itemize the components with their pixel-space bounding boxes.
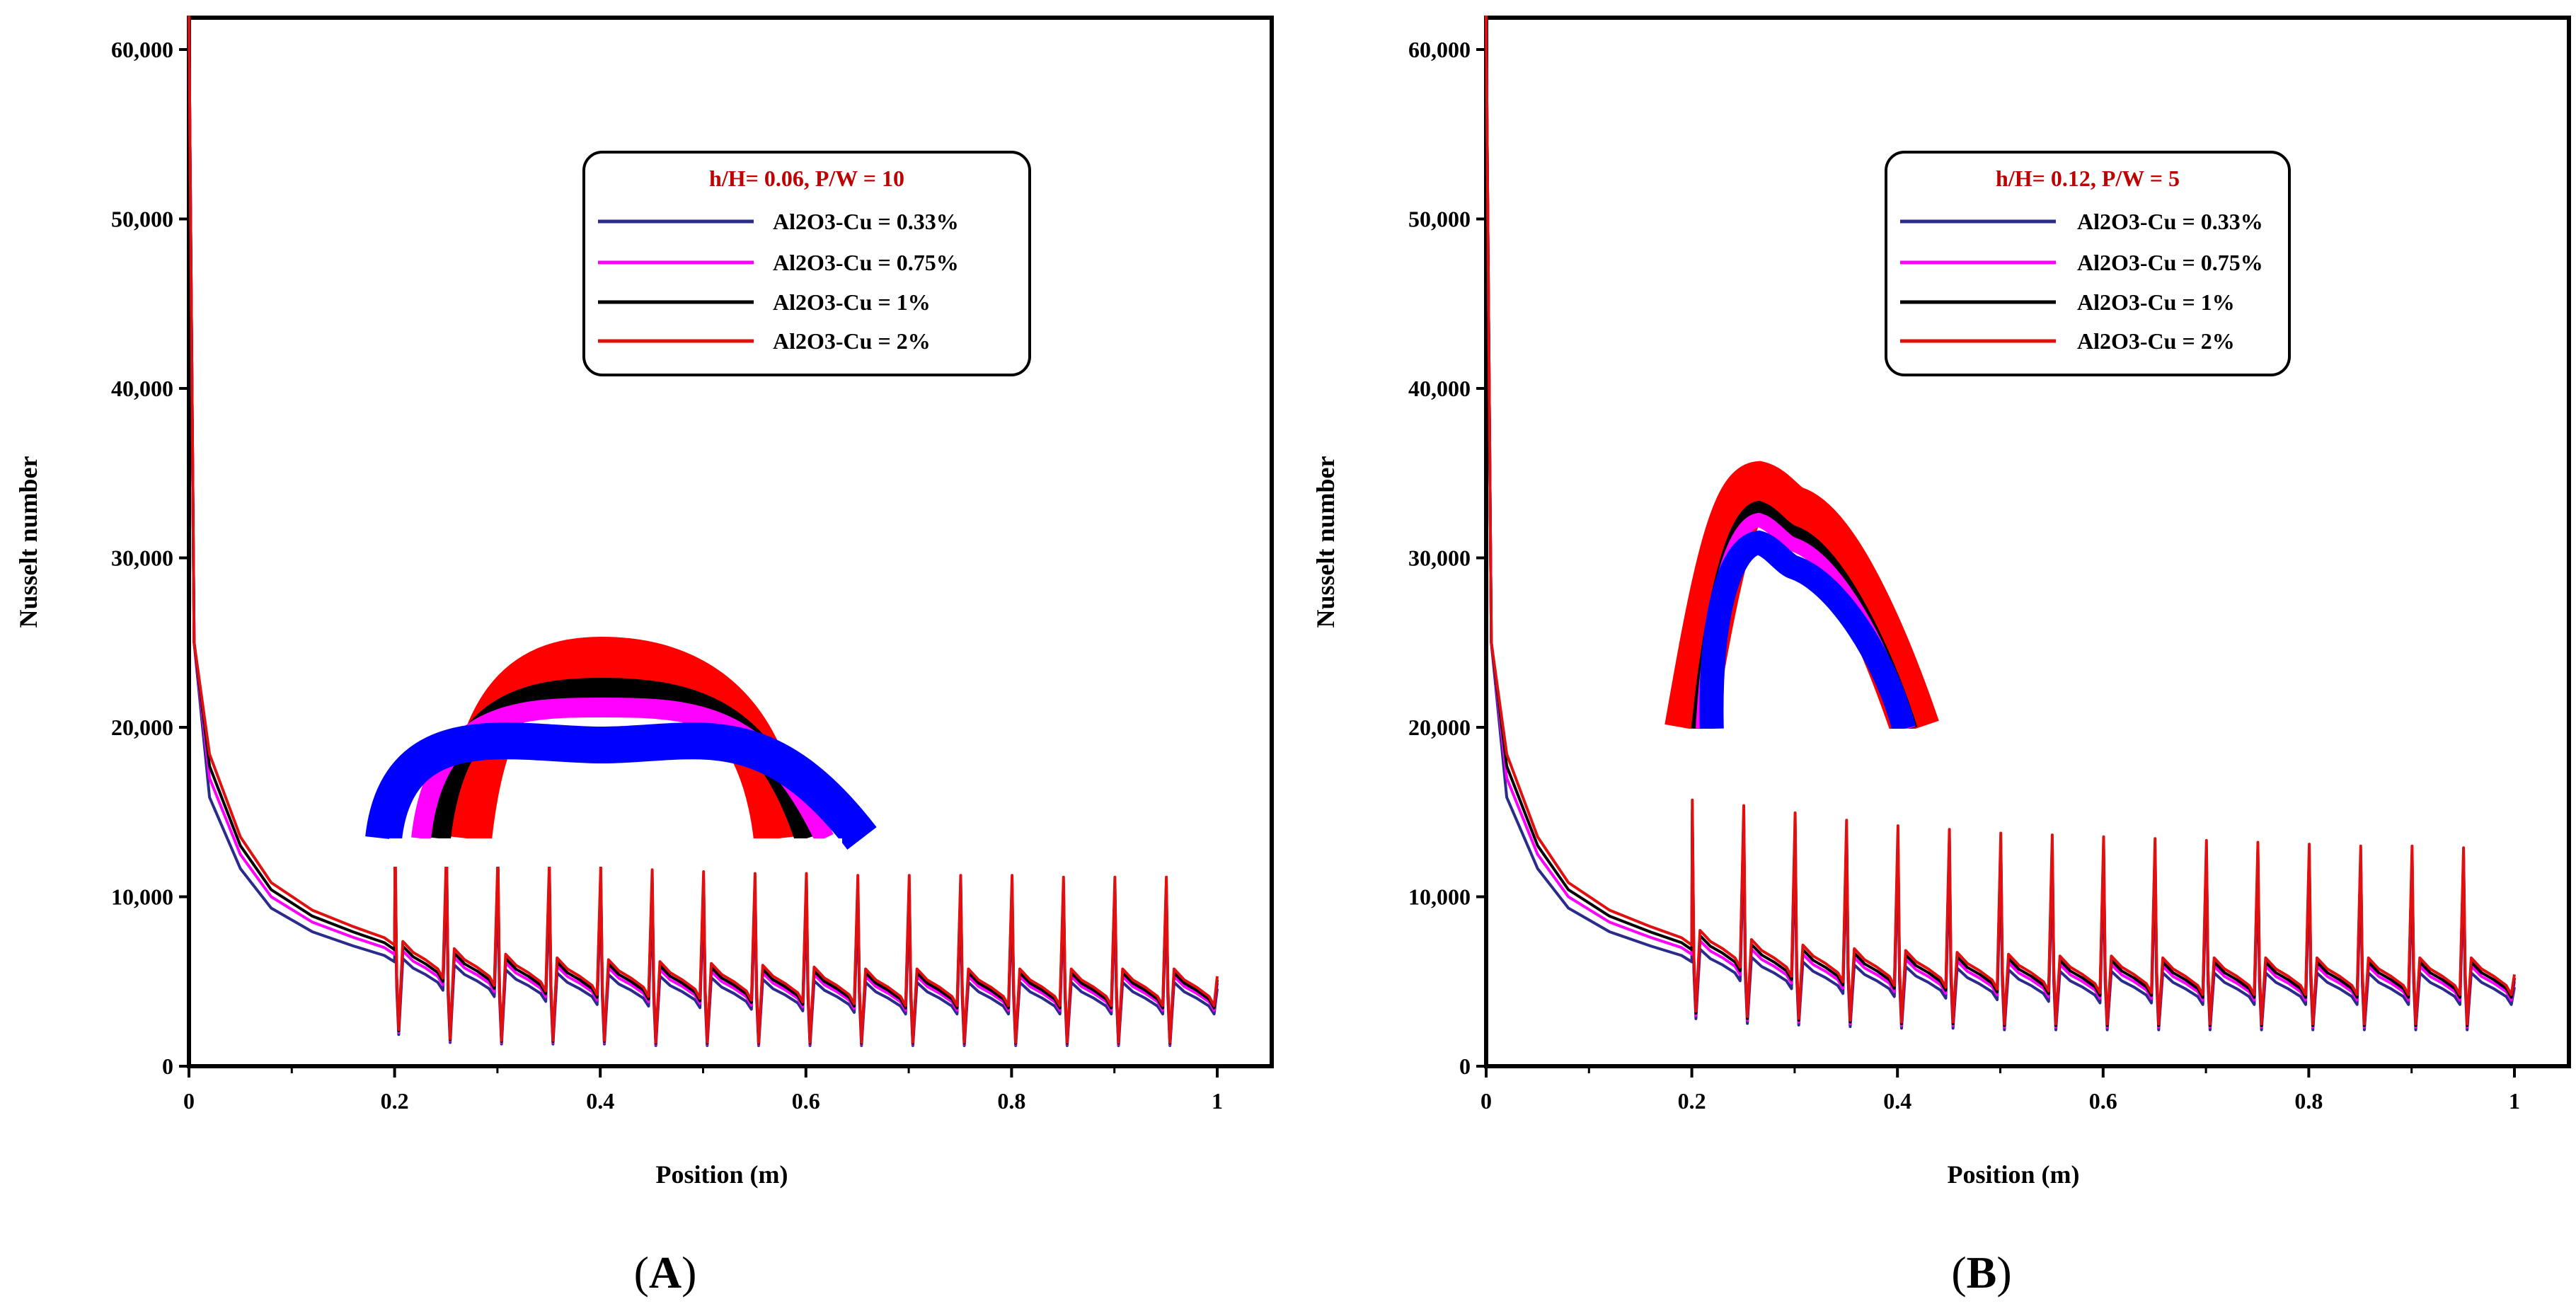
chart-panel-a: 0 0.2 0.4 0.6 0.8 1 0 10,000 20,000 30,000 40,000… [14, 16, 1274, 1298]
panel-label-b: (B) [1951, 1247, 2011, 1298]
legend-entry-3: Al2O3-Cu = 2% [773, 328, 931, 354]
x-axis: 0 0.2 0.4 0.6 0.8 1 [183, 1066, 1223, 1114]
x-tick-label: 0.4 [586, 1088, 614, 1114]
chart-panel-b: 0 0.2 0.4 0.6 0.8 1 0 10,000 20,000 30,000 40,000… [1311, 16, 2571, 1298]
y-tick-label: 40,000 [1408, 376, 1471, 401]
y-tick-label: 10,000 [1408, 884, 1471, 910]
series-lines [1485, 16, 2516, 1032]
y-tick-label: 10,000 [111, 884, 173, 910]
x-tick-label: 0.6 [792, 1088, 820, 1114]
x-tick-label: 1 [2509, 1088, 2520, 1114]
legend-box [1885, 151, 2291, 376]
legend-entry-1: Al2O3-Cu = 0.75% [2077, 250, 2263, 275]
y-tick-label: 30,000 [1408, 545, 1471, 571]
y-tick-label: 0 [1459, 1053, 1471, 1079]
x-tick-label: 1 [1212, 1088, 1223, 1114]
series-line-3 [1485, 16, 2516, 1026]
legend-entry-3: Al2O3-Cu = 2% [2077, 328, 2235, 354]
panel-label-a: (A) [634, 1247, 697, 1298]
y-tick-label: 50,000 [1408, 207, 1471, 232]
y-tick-label: 20,000 [1408, 715, 1471, 740]
x-tick-label: 0.2 [1678, 1088, 1706, 1114]
x-tick-label: 0 [1480, 1088, 1492, 1114]
inset-band-033pct [365, 722, 877, 850]
x-axis-label: Position (m) [656, 1160, 788, 1189]
y-axis-label: Nusselt number [1311, 456, 1340, 628]
inset-clip [1652, 729, 1964, 771]
legend: h/H= 0.06, P/W = 10 Al2O3-Cu = 0.33% Al2… [582, 151, 1031, 376]
legend-title: h/H= 0.06, P/W = 10 [709, 166, 904, 191]
y-tick-label: 20,000 [111, 715, 173, 740]
inset-zoom [365, 636, 877, 867]
x-tick-label: 0.8 [997, 1088, 1025, 1114]
legend-entry-1: Al2O3-Cu = 0.75% [773, 250, 959, 275]
y-tick-label: 0 [162, 1053, 173, 1079]
y-tick-label: 40,000 [111, 376, 173, 401]
inset-clip [389, 838, 842, 867]
legend-entry-2: Al2O3-Cu = 1% [773, 289, 931, 315]
series-line-3 [188, 16, 1219, 1044]
inset-zoom [1652, 461, 1964, 771]
series-lines [188, 16, 1219, 1047]
y-tick-label: 60,000 [1408, 37, 1471, 62]
x-tick-label: 0 [183, 1088, 195, 1114]
inset-band-033pct [1699, 530, 1916, 732]
x-tick-label: 0.4 [1883, 1088, 1911, 1114]
y-tick-label: 30,000 [111, 545, 173, 571]
legend-box [582, 151, 1031, 376]
y-axis: 0 10,000 20,000 30,000 40,000 50,000 60,000 [1408, 37, 1486, 1079]
x-tick-label: 0.8 [2294, 1088, 2323, 1114]
legend-entry-0: Al2O3-Cu = 0.33% [2077, 209, 2263, 234]
x-axis-label: Position (m) [1948, 1160, 2080, 1189]
x-tick-label: 0.6 [2089, 1088, 2117, 1114]
legend-entry-2: Al2O3-Cu = 1% [2077, 289, 2235, 315]
y-tick-label: 50,000 [111, 207, 173, 232]
x-tick-label: 0.2 [381, 1088, 409, 1114]
y-axis-label: Nusselt number [14, 456, 42, 628]
y-axis: 0 10,000 20,000 30,000 40,000 50,000 60,000 [111, 37, 189, 1079]
legend-entry-0: Al2O3-Cu = 0.33% [773, 209, 959, 234]
y-tick-label: 60,000 [111, 37, 173, 62]
legend: h/H= 0.12, P/W = 5 Al2O3-Cu = 0.33% Al2O… [1885, 151, 2291, 376]
x-axis: 0 0.2 0.4 0.6 0.8 1 [1480, 1066, 2520, 1114]
legend-title: h/H= 0.12, P/W = 5 [1996, 166, 2180, 191]
